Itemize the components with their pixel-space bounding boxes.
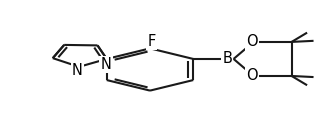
Text: N: N — [101, 57, 112, 72]
Text: O: O — [246, 69, 258, 84]
Text: F: F — [147, 34, 156, 49]
Text: B: B — [222, 51, 232, 66]
Text: O: O — [246, 34, 258, 49]
Text: N: N — [72, 63, 83, 78]
